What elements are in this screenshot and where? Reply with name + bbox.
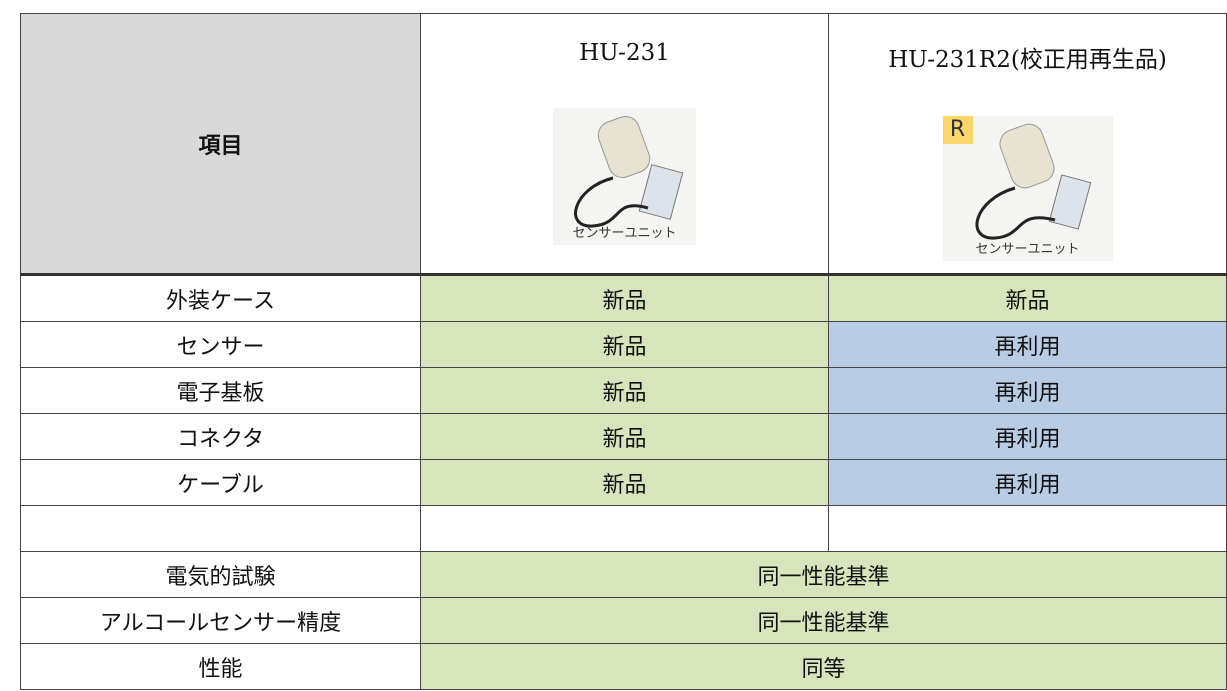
table-cell: 新品 bbox=[420, 367, 829, 414]
table-cell: 新品 bbox=[420, 274, 829, 322]
product-image: R センサーユニット bbox=[942, 116, 1113, 261]
image-caption: センサーユニット bbox=[975, 242, 1080, 257]
table-cell: 再利用 bbox=[828, 459, 1227, 506]
table-cell: 外装ケース bbox=[20, 274, 421, 322]
header-row: 項目 HU-231 センサーユニット HU-231R2(校正用再生品) bbox=[20, 13, 1227, 276]
table-cell bbox=[828, 505, 1227, 552]
product-name: HU-231R2(校正用再生品) bbox=[888, 47, 1167, 73]
comparison-table: 項目 HU-231 センサーユニット HU-231R2(校正用再生品) bbox=[20, 13, 1227, 690]
table-cell: センサー bbox=[20, 321, 421, 368]
spacer-row bbox=[20, 505, 1227, 552]
image-badge: R bbox=[942, 116, 973, 144]
device-illustration bbox=[975, 123, 1091, 240]
product-image: センサーユニット bbox=[553, 108, 696, 245]
table-cell: 新品 bbox=[420, 321, 829, 368]
table-cell: 電気的試験 bbox=[20, 551, 421, 598]
table-cell: 性能 bbox=[20, 643, 421, 690]
table-cell: 同等 bbox=[420, 643, 1227, 690]
test-row: 性能 同等 bbox=[20, 643, 1227, 690]
image-caption: センサーユニット bbox=[572, 226, 677, 241]
table-cell: 再利用 bbox=[828, 367, 1227, 414]
product-name: HU-231 bbox=[579, 40, 670, 66]
table-cell: ケーブル bbox=[20, 459, 421, 506]
table-cell: コネクタ bbox=[20, 413, 421, 460]
table-cell bbox=[420, 505, 829, 552]
table-cell: 新品 bbox=[420, 413, 829, 460]
table-cell: 同一性能基準 bbox=[420, 551, 1227, 598]
table-cell: 再利用 bbox=[828, 321, 1227, 368]
test-row: 電気的試験 同一性能基準 bbox=[20, 551, 1227, 598]
table-cell: 同一性能基準 bbox=[420, 597, 1227, 644]
table-cell: 電子基板 bbox=[20, 367, 421, 414]
device-illustration bbox=[574, 116, 684, 228]
parts-row: ケーブル 新品 再利用 bbox=[20, 459, 1227, 506]
test-row: アルコールセンサー精度 同一性能基準 bbox=[20, 597, 1227, 644]
header-product: HU-231R2(校正用再生品) R センサーユニット bbox=[828, 13, 1227, 276]
parts-row: センサー 新品 再利用 bbox=[20, 321, 1227, 368]
header-item: 項目 bbox=[20, 13, 421, 276]
table-body: 外装ケース 新品 新品 センサー 新品 再利用 電子基板 新品 再利用 コネクタ 新品 再利用 ケーブル… bbox=[20, 274, 1227, 690]
table-cell bbox=[20, 505, 421, 552]
parts-row: 外装ケース 新品 新品 bbox=[20, 274, 1227, 322]
table-cell: アルコールセンサー精度 bbox=[20, 597, 421, 644]
table-cell: 新品 bbox=[828, 274, 1227, 322]
table-cell: 新品 bbox=[420, 459, 829, 506]
parts-row: コネクタ 新品 再利用 bbox=[20, 413, 1227, 460]
parts-row: 電子基板 新品 再利用 bbox=[20, 367, 1227, 414]
table-cell: 再利用 bbox=[828, 413, 1227, 460]
header-product: HU-231 センサーユニット bbox=[420, 13, 829, 276]
